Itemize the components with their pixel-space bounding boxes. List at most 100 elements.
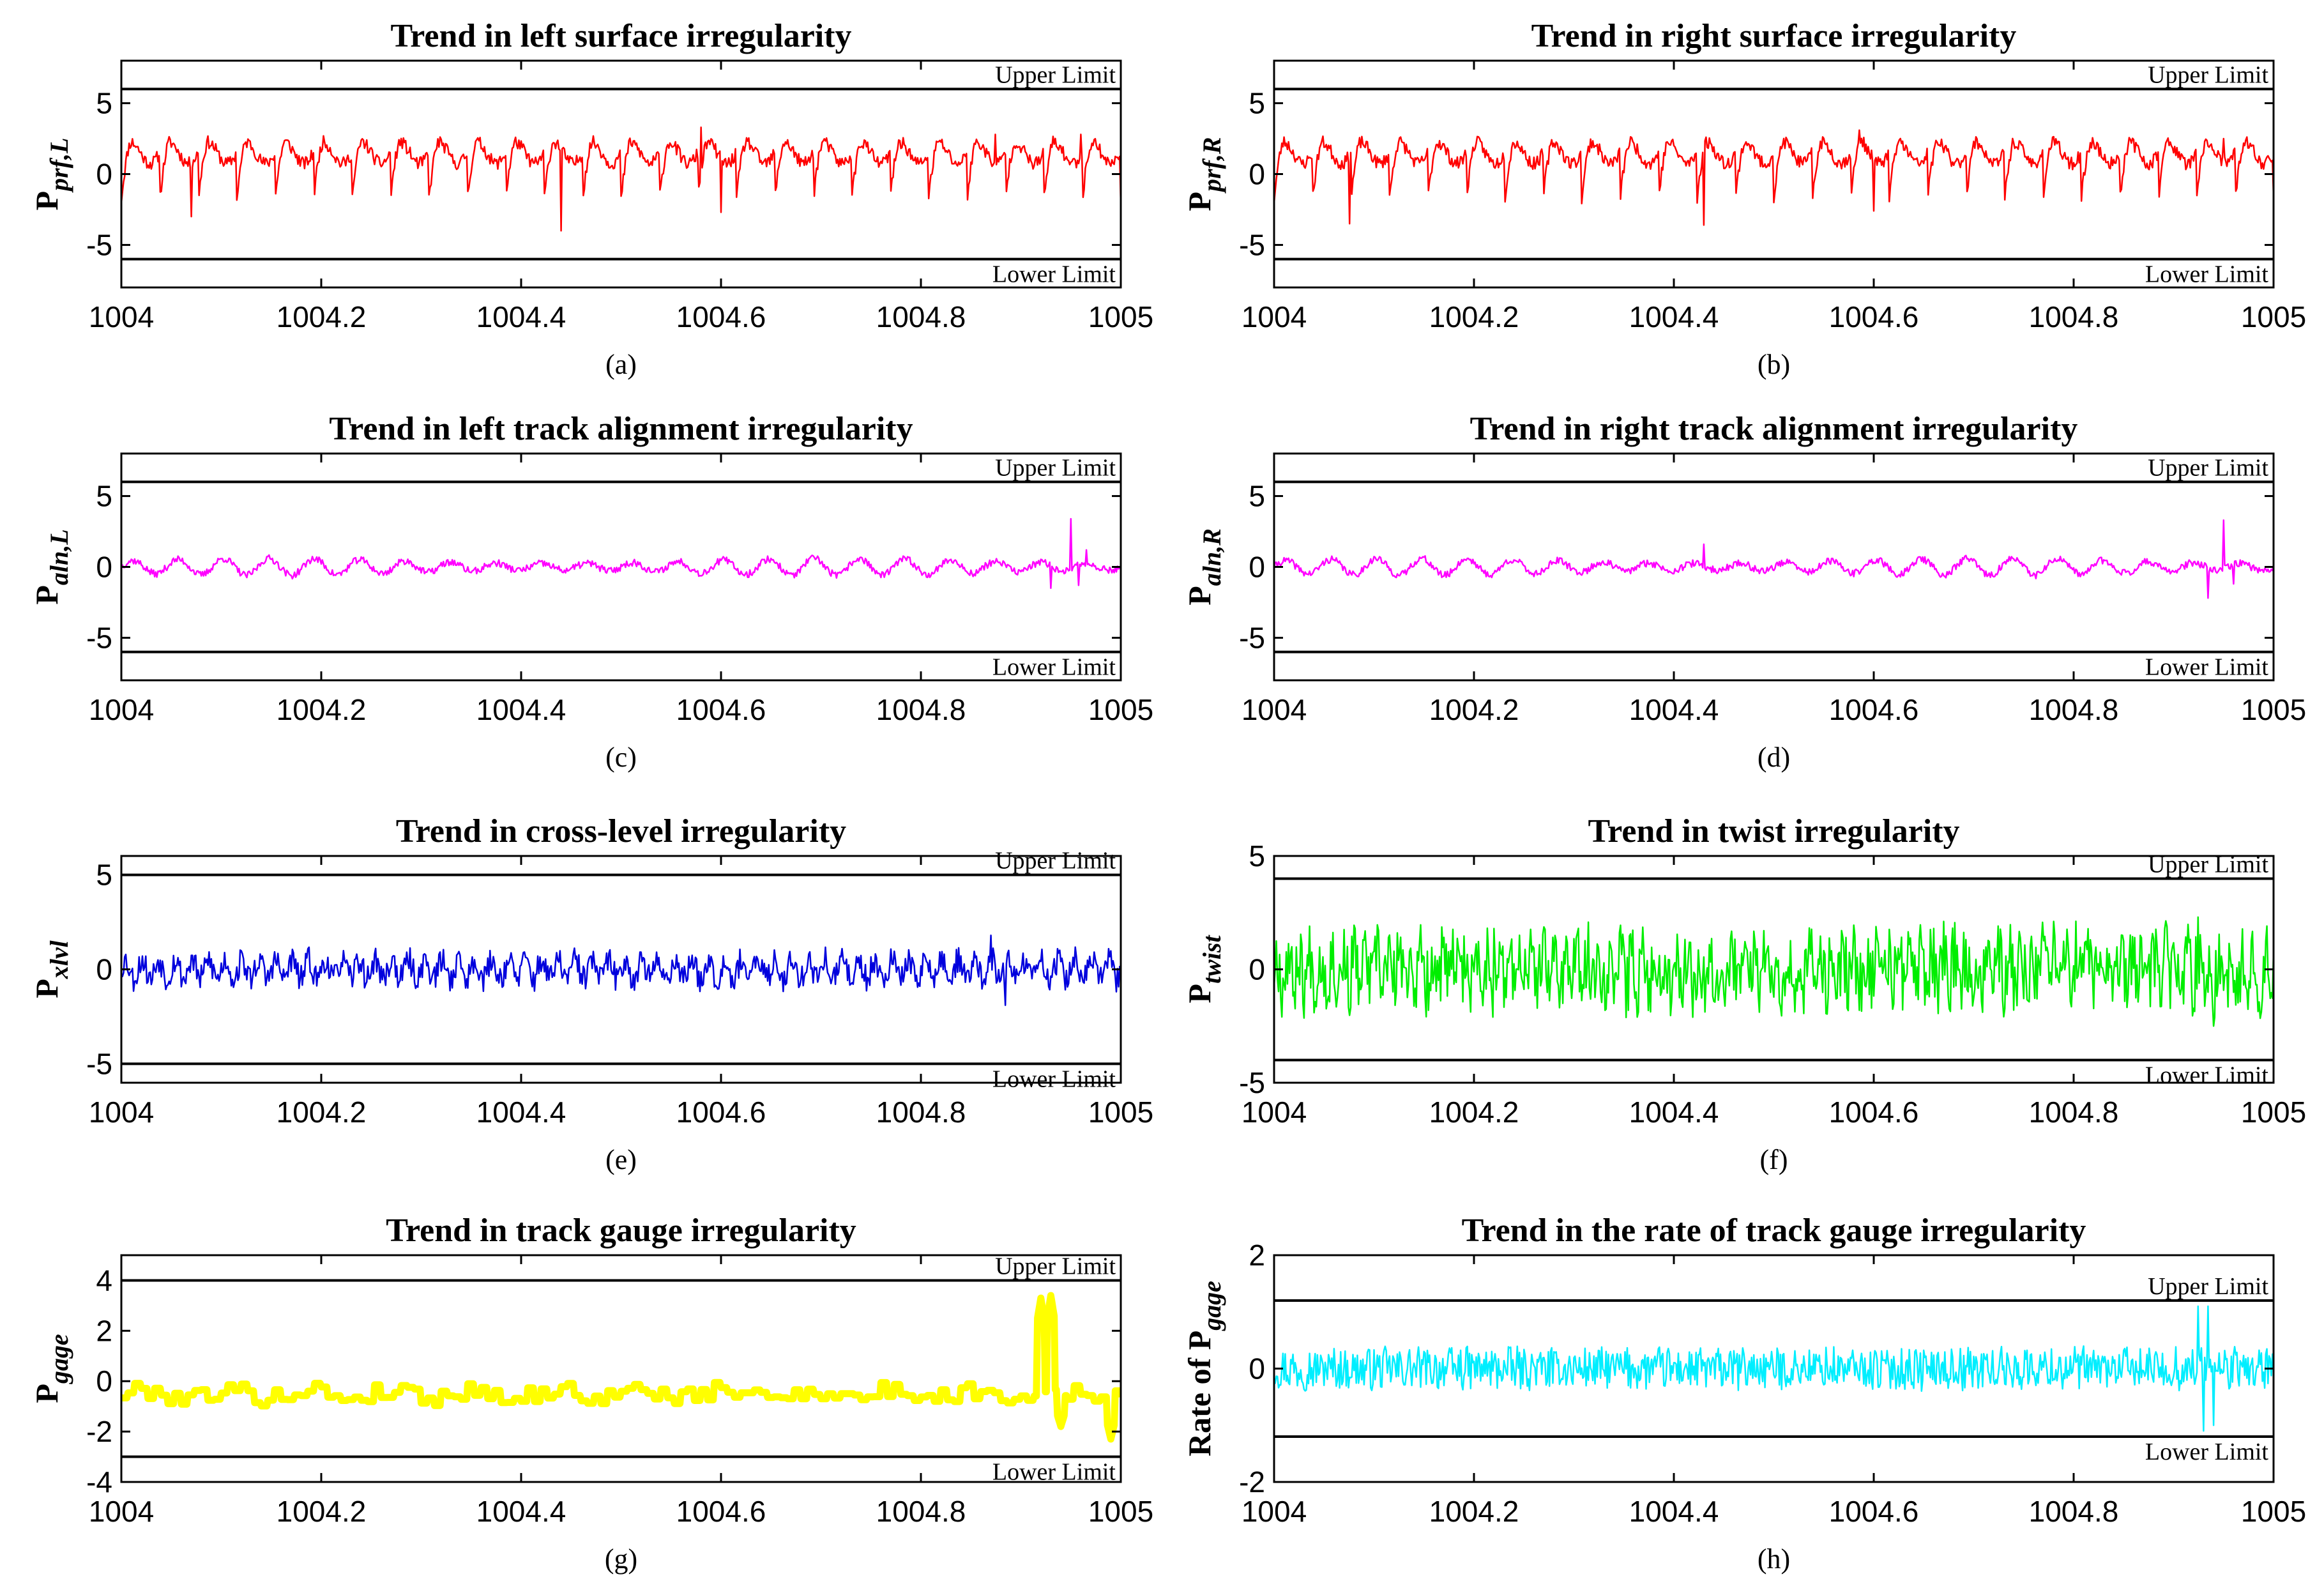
- y-axis-label: Paln,R: [1181, 528, 1226, 606]
- x-tick-label: 1004.6: [676, 1096, 766, 1129]
- series-line: [121, 935, 1121, 1006]
- y-axis-label-prefix: Rate of: [1181, 1350, 1217, 1456]
- x-tick-label: 1004.2: [1429, 1495, 1519, 1528]
- series-line: [121, 517, 1121, 590]
- y-axis-label-subscript: gage: [1197, 1281, 1226, 1331]
- x-tick-label: 1004.6: [1829, 693, 1919, 726]
- x-tick-label: 1004.8: [876, 693, 966, 726]
- panel-caption: (h): [1758, 1543, 1790, 1575]
- x-tick-label: 1004.2: [277, 693, 367, 726]
- series-line: [121, 1292, 1121, 1443]
- y-axis-label: Pprf,R: [1181, 137, 1226, 211]
- panel-caption: (d): [1758, 742, 1790, 773]
- y-tick-label: -2: [1239, 1465, 1265, 1499]
- x-tick-label: 1004.6: [676, 1495, 766, 1528]
- chart-panel-g: Trend in track gauge irregularity Upper L…: [29, 1212, 1153, 1575]
- y-tick-label: -4: [86, 1465, 112, 1499]
- x-tick-label: 1005: [2241, 693, 2306, 726]
- y-axis-label: Rate of Pgage: [1181, 1281, 1226, 1456]
- x-tick-label: 1004.8: [876, 1096, 966, 1129]
- series-line: [1274, 519, 2274, 599]
- x-tick-label: 1004.8: [2029, 1495, 2119, 1528]
- x-tick-label: 1004: [89, 1096, 154, 1129]
- y-axis-label-subscript: aln,L: [45, 529, 73, 585]
- upper-limit-label: Upper Limit: [2148, 454, 2268, 481]
- x-tick-label: 1004.8: [876, 1495, 966, 1528]
- y-tick-label: 0: [1249, 551, 1265, 584]
- y-axis-label-main: P: [1181, 192, 1217, 211]
- y-axis-label-main: P: [29, 1384, 65, 1403]
- lower-limit-label: Lower Limit: [2145, 1062, 2269, 1089]
- x-tick-label: 1004.6: [676, 300, 766, 333]
- y-axis-label-subscript: prf,L: [45, 138, 73, 193]
- y-tick-label: 0: [1249, 158, 1265, 191]
- x-tick-label: 1004.4: [1629, 693, 1719, 726]
- chart-panel-a: Trend in left surface irregularity Upper …: [29, 18, 1153, 380]
- x-tick-label: 1004.4: [1629, 1096, 1719, 1129]
- x-tick-label: 1004: [1242, 1096, 1307, 1129]
- y-tick-label: 0: [96, 158, 112, 191]
- x-tick-label: 1004.2: [277, 1495, 367, 1528]
- y-axis-label: Ptwist: [1181, 935, 1226, 1004]
- y-axis-label-main: P: [1181, 1331, 1217, 1350]
- panel-caption: (g): [605, 1543, 637, 1575]
- y-tick-label: 5: [1249, 839, 1265, 873]
- panel-caption: (c): [605, 742, 637, 773]
- x-tick-label: 1005: [2241, 1495, 2306, 1528]
- lower-limit-label: Lower Limit: [992, 261, 1116, 288]
- upper-limit-label: Upper Limit: [995, 848, 1116, 874]
- chart-title: Trend in track gauge irregularity: [386, 1212, 856, 1249]
- y-axis-label-main: P: [1181, 984, 1217, 1004]
- y-axis-label-main: P: [29, 979, 65, 998]
- y-tick-label: -2: [86, 1415, 112, 1448]
- y-axis-label-main: P: [29, 191, 65, 211]
- y-axis-label: Pprf,L: [29, 138, 73, 211]
- x-tick-label: 1004.6: [1829, 1495, 1919, 1528]
- x-tick-label: 1005: [2241, 300, 2306, 333]
- y-tick-label: -5: [1239, 1066, 1265, 1099]
- x-tick-label: 1004: [1242, 1495, 1307, 1528]
- axes-frame: [1273, 452, 2275, 682]
- y-tick-label: 2: [96, 1314, 112, 1347]
- y-axis-label: Paln,L: [29, 529, 73, 604]
- y-axis-label-subscript: twist: [1197, 935, 1226, 984]
- upper-limit-label: Upper Limit: [995, 61, 1116, 88]
- x-tick-label: 1004.4: [476, 1096, 566, 1129]
- y-axis-label-subscript: prf,R: [1197, 137, 1226, 194]
- x-tick-label: 1005: [1088, 1495, 1153, 1528]
- x-tick-label: 1004.2: [1429, 693, 1519, 726]
- series-line: [1274, 916, 2274, 1027]
- x-tick-label: 1004: [1242, 300, 1307, 333]
- x-tick-label: 1004: [89, 300, 154, 333]
- chart-panel-b: Trend in right surface irregularity Upper…: [1181, 18, 2306, 380]
- panel-caption: (a): [605, 349, 637, 380]
- y-tick-label: 5: [1249, 87, 1265, 120]
- x-tick-label: 1004.6: [676, 693, 766, 726]
- chart-panel-c: Trend in left track alignment irregulari…: [29, 411, 1153, 773]
- x-tick-label: 1004: [89, 693, 154, 726]
- lower-limit-label: Lower Limit: [992, 654, 1116, 681]
- x-tick-label: 1004.6: [1829, 1096, 1919, 1129]
- x-tick-label: 1004.4: [476, 1495, 566, 1528]
- y-tick-label: -5: [86, 621, 112, 654]
- series-line: [1274, 1305, 2274, 1432]
- chart-title: Trend in left surface irregularity: [390, 18, 851, 54]
- series-line: [1274, 129, 2274, 226]
- x-tick-label: 1004.4: [476, 300, 566, 333]
- y-axis-label-subscript: aln,R: [1197, 528, 1226, 586]
- chart-title: Trend in left track alignment irregulari…: [329, 411, 913, 447]
- y-tick-label: 0: [1249, 953, 1265, 986]
- upper-limit-label: Upper Limit: [995, 1253, 1116, 1279]
- lower-limit-label: Lower Limit: [2145, 654, 2269, 681]
- y-tick-label: 0: [96, 1364, 112, 1398]
- y-tick-label: -5: [1239, 228, 1265, 261]
- y-tick-label: -5: [86, 1047, 112, 1080]
- upper-limit-label: Upper Limit: [2148, 61, 2268, 88]
- series-line: [121, 126, 1121, 232]
- x-tick-label: 1004.2: [277, 1096, 367, 1129]
- chart-panel-h: Trend in the rate of track gauge irregul…: [1181, 1212, 2306, 1575]
- upper-limit-label: Upper Limit: [995, 454, 1116, 481]
- x-tick-label: 1004: [1242, 693, 1307, 726]
- y-tick-label: 4: [96, 1264, 112, 1297]
